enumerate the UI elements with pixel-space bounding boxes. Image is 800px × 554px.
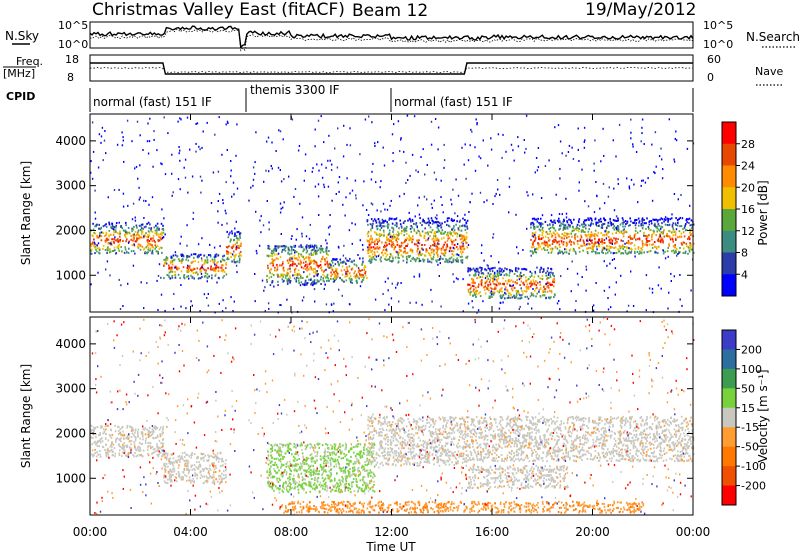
colorbar-tick-label: 50 — [741, 382, 755, 395]
colorbar-tick-label: 100 — [741, 363, 762, 376]
colorbar-tick-label: -200 — [741, 480, 766, 493]
colorbar-swatch — [722, 446, 736, 467]
colorbar-tick-label: -100 — [741, 460, 766, 473]
y-tick-label: 1000 — [55, 268, 86, 282]
colorbar-tick-label: 16 — [741, 203, 755, 216]
colorbar-tick-label: 200 — [741, 343, 762, 356]
power-colorbar-label: Power [dB] — [756, 180, 770, 245]
colorbar-swatch — [722, 349, 736, 370]
cpid-segment-2: themis 3300 IF — [250, 83, 340, 97]
x-axis: 00:00 04:00 08:00 12:00 16:00 20:00 00:00 — [73, 114, 711, 539]
noise-tick-bottom-left: 10^0 — [58, 38, 88, 51]
date-label: 19/May/2012 — [585, 0, 697, 20]
colorbar-swatch — [722, 330, 736, 350]
noise-tick-bottom-right: 10^0 — [703, 38, 733, 51]
colorbar-tick-label: 20 — [741, 181, 755, 194]
x-tick-label: 16:00 — [475, 525, 510, 539]
power-y-axis: 1000 2000 3000 4000 — [55, 134, 693, 282]
colorbar-swatch — [722, 485, 736, 506]
x-tick-label: 08:00 — [274, 525, 309, 539]
velocity-y-axis: 1000 2000 3000 4000 — [55, 337, 693, 485]
nave-label: Nave — [755, 65, 783, 78]
y-tick-label: 3000 — [55, 382, 86, 396]
colorbar-tick-label: 24 — [741, 160, 755, 173]
nsearch-label: N.Search — [746, 30, 800, 44]
freq-label-line1: Freq. — [16, 55, 43, 68]
freq-tick-bottom: 8 — [67, 71, 74, 84]
colorbar-swatch — [722, 230, 736, 253]
x-tick-label: 20:00 — [575, 525, 610, 539]
freq-traces — [89, 62, 694, 75]
colorbar-swatch — [722, 388, 736, 409]
colorbar-tick-label: -15 — [741, 421, 759, 434]
noise-tick-top-right: 10^5 — [703, 19, 733, 32]
colorbar-swatch — [722, 187, 736, 210]
x-tick-label: 00:00 — [676, 525, 711, 539]
velocity-colorbar: 200 100 50 15 -15 -50 -100 -200 — [721, 329, 766, 506]
y-tick-label: 4000 — [55, 337, 86, 351]
colorbar-swatch — [722, 427, 736, 448]
power-ylabel: Slant Range [km] — [19, 161, 33, 265]
noise-tick-top-left: 10^5 — [58, 19, 88, 32]
y-tick-label: 4000 — [55, 134, 86, 148]
cpid-segment-3: normal (fast) 151 IF — [394, 95, 513, 109]
colorbar-swatch — [722, 122, 736, 145]
velocity-colorbar-label: Velocity [m s⁻¹] — [756, 369, 770, 462]
noise-panel: N.Sky 10^5 10^0 10^5 10^0 N.Search — [5, 19, 800, 52]
colorbar-tick-label: 8 — [741, 247, 748, 260]
nave-tick-top: 60 — [707, 53, 721, 66]
cpid-label: CPID — [6, 90, 35, 103]
colorbar-tick-label: 4 — [741, 268, 748, 281]
colorbar-swatch — [722, 466, 736, 487]
noise-traces — [89, 25, 694, 52]
velocity-ylabel: Slant Range [km] — [19, 364, 33, 468]
power-panel: 1000 2000 3000 4000 Slant Range [km] 28 24 20… — [19, 113, 770, 314]
velocity-panel: 1000 2000 3000 4000 Slant Range [km] 200 100… — [19, 316, 770, 516]
colorbar-tick-label: -50 — [741, 441, 759, 454]
beam-label: Beam 12 — [352, 1, 428, 21]
power-colorbar: 28 24 20 16 12 8 4 — [721, 121, 755, 297]
y-tick-label: 1000 — [55, 471, 86, 485]
velocity-scatter — [90, 317, 695, 516]
colorbar-tick-label: 12 — [741, 225, 755, 238]
freq-label-line2: [MHz] — [3, 67, 35, 80]
colorbar-swatch — [722, 252, 736, 275]
y-tick-label: 2000 — [55, 223, 86, 237]
x-axis-label: Time UT — [365, 540, 416, 554]
x-tick-label: 00:00 — [73, 525, 108, 539]
colorbar-swatch — [722, 274, 736, 297]
colorbar-swatch — [722, 368, 736, 389]
freq-tick-top: 18 — [65, 53, 79, 66]
cpid-row: CPID normal (fast) 151 IF themis 3300 IF… — [6, 83, 694, 112]
nsky-label: N.Sky — [5, 29, 39, 43]
power-scatter — [90, 114, 695, 314]
x-tick-label: 04:00 — [173, 525, 208, 539]
y-tick-label: 2000 — [55, 426, 86, 440]
x-tick-label: 12:00 — [374, 525, 409, 539]
cpid-segment-1: normal (fast) 151 IF — [93, 95, 212, 109]
freq-panel: Freq. [MHz] 18 8 60 0 Nave — [3, 53, 783, 86]
colorbar-tick-label: 28 — [741, 138, 755, 151]
colorbar-tick-label: 15 — [741, 402, 755, 415]
colorbar-swatch — [722, 143, 736, 166]
nave-tick-bottom: 0 — [707, 71, 714, 84]
colorbar-swatch — [722, 209, 736, 232]
plot-title: Christmas Valley East (fitACF) — [92, 0, 345, 20]
colorbar-swatch — [722, 165, 736, 188]
y-tick-label: 3000 — [55, 179, 86, 193]
colorbar-swatch — [722, 407, 736, 428]
